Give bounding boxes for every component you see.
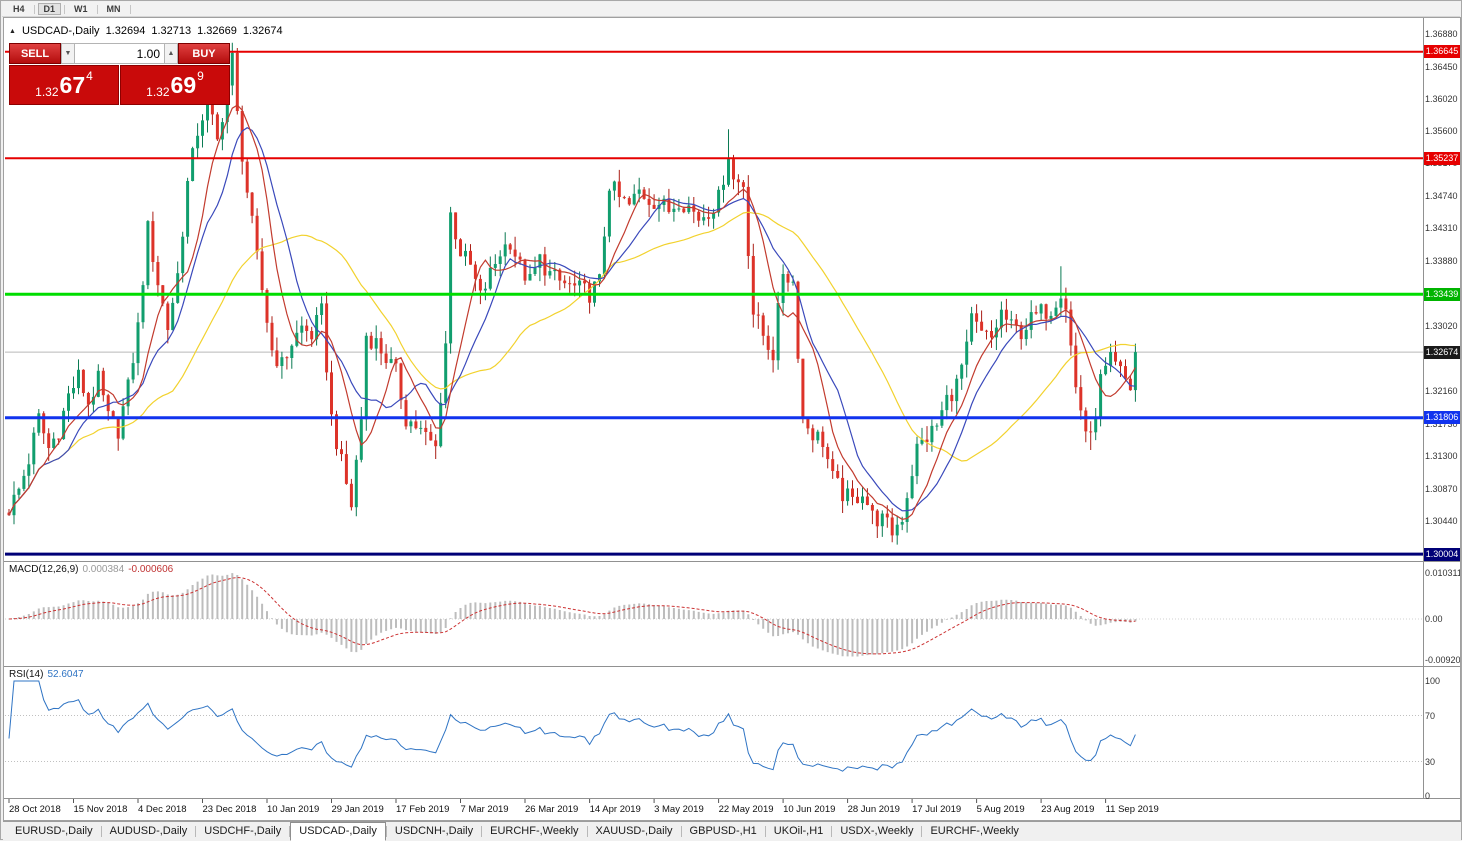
buy-price-display[interactable]: 1.32 69 9 <box>120 65 230 105</box>
price-scale: 1.368801.364501.360201.356001.351701.347… <box>1424 18 1460 820</box>
chart-tab[interactable]: AUDUSD-,Daily <box>109 825 188 837</box>
rsi-scale-label: 100 <box>1425 676 1441 686</box>
chart-tab[interactable]: GBPUSD-,H1 <box>689 825 757 837</box>
price-tick-label: 1.36020 <box>1425 94 1458 105</box>
current-price-badge: 1.32674 <box>1424 345 1460 359</box>
price-tick-label: 1.34310 <box>1425 223 1458 234</box>
price-tick-label: 1.33880 <box>1425 255 1458 266</box>
chart-tab[interactable]: XAUUSD-,Daily <box>595 825 673 837</box>
tab-separator <box>289 826 291 837</box>
chart-tab[interactable]: EURCHF-,Weekly <box>490 825 579 837</box>
chart-tab[interactable]: EURCHF-,Weekly <box>930 825 1019 837</box>
chart-tab[interactable]: USDCNH-,Daily <box>394 825 474 837</box>
price-tick-label: 1.31300 <box>1425 451 1458 462</box>
price-level-badge: 1.30004 <box>1424 547 1460 561</box>
volume-decrease-button[interactable]: ▼ <box>61 43 75 64</box>
chart-tab-bar: EURUSD-,Daily AUDUSD-,Daily USDCHF-,Daily U… <box>3 821 1461 841</box>
rsi-scale-label: 30 <box>1425 756 1436 767</box>
chart-tab[interactable]: USDCAD-,Daily <box>290 822 386 841</box>
timeframe-button-w1[interactable]: W1 <box>68 3 94 15</box>
price-tick-label: 1.36450 <box>1425 61 1458 72</box>
chart-symbol-period: USDCAD-,Daily <box>21 25 100 37</box>
chart-tab[interactable]: UKOil-,H1 <box>773 825 824 837</box>
tab-separator <box>680 826 682 837</box>
sell-price-small: 1.32 <box>35 85 59 99</box>
timeframe-toolbar: H4 D1 W1 MN <box>2 2 1460 17</box>
sell-button[interactable]: SELL <box>9 43 61 64</box>
ohlc-high: 1.32713 <box>151 25 192 37</box>
chart-window: ▲ USDCAD-,Daily 1.32694 1.32713 1.32669 … <box>3 17 1461 821</box>
rsi-scale-label: 70 <box>1425 710 1436 721</box>
tab-separator <box>921 826 923 837</box>
buy-price-sup: 9 <box>197 69 204 83</box>
price-level-badge: 1.31806 <box>1424 411 1460 425</box>
rsi-value: 52.6047 <box>47 669 84 680</box>
ohlc-close: 1.32674 <box>242 25 283 37</box>
macd-name: MACD(12,26,9) <box>9 564 79 575</box>
volume-input[interactable] <box>75 43 164 64</box>
toolbar-separator <box>129 4 131 14</box>
price-level-badge: 1.33439 <box>1424 287 1460 301</box>
chart-tab[interactable]: USDX-,Weekly <box>840 825 914 837</box>
price-tick-label: 1.34740 <box>1425 190 1458 201</box>
sell-price-sup: 4 <box>86 69 93 83</box>
price-level-badge: 1.36645 <box>1424 45 1460 59</box>
tab-separator <box>100 826 102 837</box>
tab-separator <box>195 826 197 837</box>
tab-separator <box>764 826 766 837</box>
tab-separator <box>586 826 588 837</box>
tab-separator <box>385 826 387 837</box>
timeframe-button-mn[interactable]: MN <box>101 3 127 15</box>
volume-increase-button[interactable]: ▲ <box>164 43 178 64</box>
timeframe-button-d1[interactable]: D1 <box>37 3 62 15</box>
tab-separator <box>481 826 483 837</box>
toolbar-separator <box>64 4 66 14</box>
sell-price-big: 67 <box>59 72 86 98</box>
price-tick-label: 1.30440 <box>1425 516 1458 527</box>
price-tick-label: 1.32160 <box>1425 386 1458 397</box>
macd-scale-label: -0.00920 <box>1425 654 1461 665</box>
rsi-scale-label: 0 <box>1425 791 1431 801</box>
toolbar-separator <box>33 4 35 14</box>
macd-main-value: 0.000384 <box>82 564 125 575</box>
rsi-name: RSI(14) <box>9 669 44 680</box>
price-tick-label: 1.30870 <box>1425 483 1458 494</box>
rsi-indicator-label: RSI(14) 52.6047 <box>9 669 88 680</box>
macd-indicator-label: MACD(12,26,9) 0.000384 -0.000606 <box>9 564 177 575</box>
chart-tab[interactable]: USDCHF-,Daily <box>204 825 282 837</box>
buy-price-big: 69 <box>170 72 197 98</box>
buy-price-small: 1.32 <box>146 85 170 99</box>
chart-tab[interactable]: EURUSD-,Daily <box>15 825 93 837</box>
buy-button[interactable]: BUY <box>178 43 230 64</box>
price-level-badge: 1.35237 <box>1424 151 1460 165</box>
price-tick-label: 1.33020 <box>1425 320 1458 331</box>
timeframe-button-h4[interactable]: H4 <box>7 3 31 15</box>
chart-title: ▲ USDCAD-,Daily 1.32694 1.32713 1.32669 … <box>9 25 283 37</box>
collapse-arrow-icon[interactable]: ▲ <box>9 27 16 35</box>
macd-signal-value: -0.000606 <box>128 564 174 575</box>
price-chart-canvas[interactable] <box>4 18 1460 820</box>
tab-separator <box>831 826 833 837</box>
macd-scale-label: 0.010311 <box>1425 568 1461 579</box>
macd-scale-label: 0.00 <box>1425 614 1443 624</box>
price-tick-label: 1.36880 <box>1425 29 1458 39</box>
price-tick-label: 1.35600 <box>1425 125 1458 136</box>
ohlc-open: 1.32694 <box>105 25 146 37</box>
sell-price-display[interactable]: 1.32 67 4 <box>9 65 119 105</box>
ohlc-low: 1.32669 <box>197 25 237 37</box>
toolbar-separator <box>96 4 98 14</box>
